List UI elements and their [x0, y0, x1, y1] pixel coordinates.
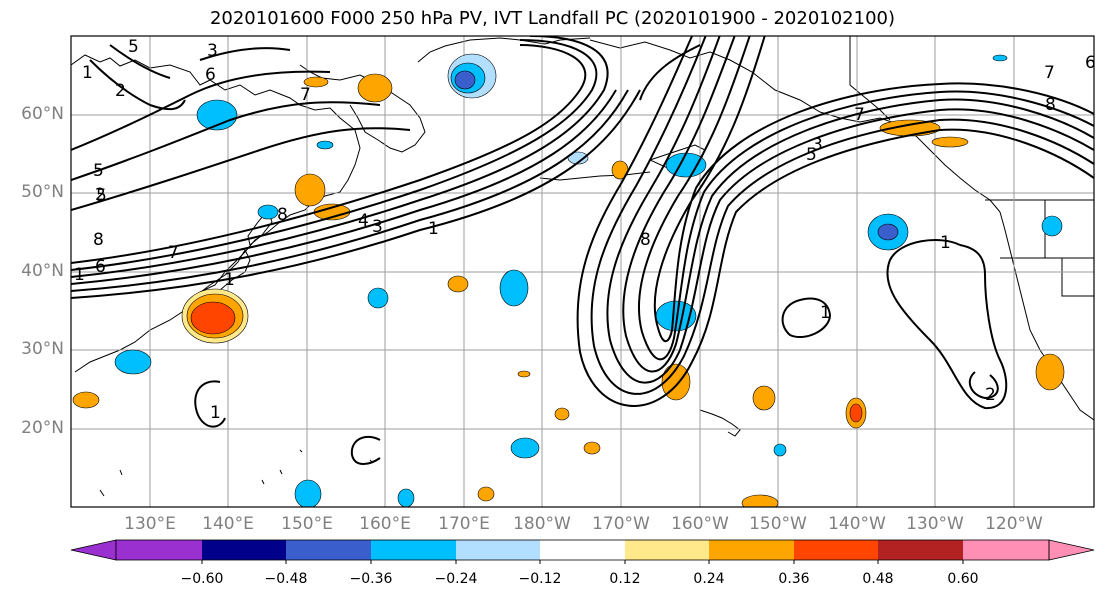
lon-label-150e: 150°E — [281, 514, 333, 534]
contour-label: 3 — [372, 217, 383, 237]
contour-label: 2 — [985, 385, 996, 405]
colorbar-segment — [794, 540, 878, 560]
contour-label: 8 — [1045, 95, 1056, 115]
lon-label-130w: 130°W — [906, 514, 964, 534]
contour-label: 5 — [128, 37, 139, 57]
contour-label: 3 — [812, 135, 823, 155]
contour-label: 4 — [358, 211, 369, 231]
colorbar-tick-label: 0.60 — [947, 571, 979, 587]
contour-label: 1 — [820, 303, 831, 323]
colorbar-segment — [202, 540, 286, 560]
plot-title: 2020101600 F000 250 hPa PV, IVT Landfall… — [209, 8, 896, 29]
colorbar-extend-high — [1048, 539, 1095, 561]
lon-label-160e: 160°E — [359, 514, 411, 534]
lon-label-140w: 140°W — [828, 514, 886, 534]
contour-label: 6 — [1085, 53, 1096, 73]
ivt-correlation-fill — [72, 53, 1065, 507]
contour-label: 5 — [806, 145, 817, 165]
colorbar-tick-label: 0.12 — [609, 571, 641, 587]
lon-label-170w: 170°W — [592, 514, 650, 534]
lat-label-30n: 30°N — [21, 339, 64, 359]
lat-label-60n: 60°N — [21, 104, 64, 124]
contour-label: 1 — [224, 270, 235, 290]
contour-label: 1 — [82, 63, 93, 83]
colorbar — [70, 539, 1095, 564]
lon-label-120w: 120°W — [985, 514, 1043, 534]
contour-label: 8 — [93, 230, 104, 250]
lon-label-160w: 160°W — [671, 514, 729, 534]
contour-label: 2 — [115, 81, 126, 101]
colorbar-segment — [878, 540, 963, 560]
colorbar-tick-label: −0.12 — [518, 571, 562, 587]
pv-contours — [71, 36, 1094, 465]
contour-label: 7 — [168, 243, 179, 263]
colorbar-tick-label: 0.48 — [862, 571, 894, 587]
colorbar-segment — [456, 540, 540, 560]
contour-label: 7 — [300, 85, 311, 105]
contour-label: 1 — [428, 219, 439, 239]
contour-label: 1 — [74, 265, 85, 285]
colorbar-tick-label: −0.36 — [349, 571, 393, 587]
lon-label-180w: 180°W — [513, 514, 571, 534]
lon-label-150w: 150°W — [749, 514, 807, 534]
contour-label: 5 — [93, 161, 104, 181]
contour-label: 2 — [95, 185, 106, 205]
contour-label: 8 — [640, 230, 651, 250]
colorbar-tick-label: 0.24 — [693, 571, 725, 587]
colorbar-segment — [625, 540, 709, 560]
colorbar-tick-label: 0.36 — [778, 571, 810, 587]
colorbar-segment — [709, 540, 794, 560]
colorbar-extend-low — [70, 539, 117, 561]
lat-label-20n: 20°N — [21, 418, 64, 438]
colorbar-segment — [963, 540, 1049, 560]
contour-label: 7 — [1044, 63, 1055, 83]
colorbar-segment — [286, 540, 371, 560]
colorbar-tick-label: −0.24 — [434, 571, 478, 587]
contour-label: 5 — [96, 186, 107, 206]
contour-label: 7 — [854, 105, 865, 125]
colorbar-segment — [540, 540, 625, 560]
colorbar-outline — [115, 539, 1050, 561]
lat-label-50n: 50°N — [21, 182, 64, 202]
lon-label-140e: 140°E — [202, 514, 254, 534]
contour-label: 6 — [95, 257, 106, 277]
colorbar-segment — [371, 540, 456, 560]
contour-label: 8 — [277, 205, 288, 225]
lon-label-130e: 130°E — [124, 514, 176, 534]
contour-label: 6 — [205, 65, 216, 85]
colorbar-tick-label: −0.60 — [180, 571, 224, 587]
contour-labels: 5 3 1 2 6 7 5 2 5 8 7 6 1 4 3 1 8 1 8 5 … — [74, 37, 1096, 423]
contour-label: 1 — [210, 403, 221, 423]
map-frame — [70, 35, 1095, 508]
colorbar-tick-label: −0.48 — [264, 571, 308, 587]
lon-label-170e: 170°E — [438, 514, 490, 534]
contour-label: 3 — [207, 41, 218, 61]
colorbar-segment — [116, 540, 202, 560]
contour-label: 1 — [940, 233, 951, 253]
lat-label-40n: 40°N — [21, 261, 64, 281]
